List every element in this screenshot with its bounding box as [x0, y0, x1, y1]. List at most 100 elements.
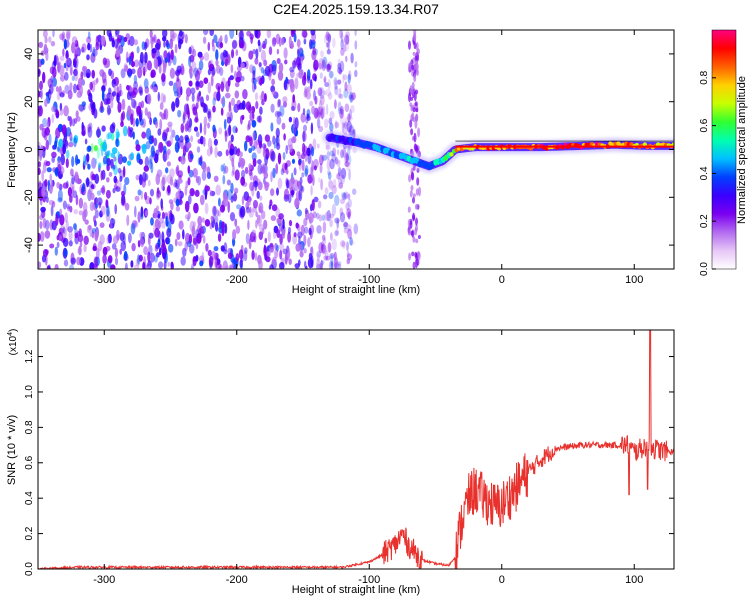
noise-speck	[165, 151, 170, 160]
noise-speck	[122, 156, 127, 164]
noise-speck	[330, 261, 334, 269]
noise-speck	[260, 165, 266, 174]
noise-speck	[78, 210, 84, 216]
noise-speck	[343, 88, 349, 99]
noise-speck	[100, 205, 106, 216]
noise-speck	[329, 253, 335, 259]
noise-speck	[56, 146, 60, 152]
noise-speck	[73, 56, 79, 69]
noise-speck	[336, 149, 340, 156]
noise-speck	[283, 188, 290, 200]
noise-speck	[216, 209, 220, 217]
noise-speck	[271, 78, 275, 86]
noise-speck	[321, 214, 326, 222]
noise-speck	[212, 44, 216, 52]
noise-speck	[318, 58, 324, 70]
noise-speck	[173, 91, 179, 97]
y-tick-label: 0.6	[24, 455, 35, 469]
colorbar-tick-label: 0.2	[699, 214, 710, 228]
noise-speck	[277, 152, 282, 165]
noise-speck	[127, 125, 131, 137]
noise-speck	[302, 130, 307, 142]
noise-speck	[227, 247, 233, 255]
noise-speck	[258, 62, 262, 68]
noise-speck	[75, 110, 79, 119]
noise-speck	[116, 37, 122, 44]
noise-speck	[61, 31, 66, 43]
noise-speck	[293, 32, 297, 43]
noise-speck	[194, 189, 200, 197]
noise-speck	[39, 123, 44, 131]
noise-speck	[67, 89, 73, 100]
noise-speck	[278, 213, 284, 220]
noise-speck	[117, 167, 122, 174]
noise-speck	[163, 50, 168, 60]
noise-speck	[347, 224, 352, 232]
noise-speck	[231, 170, 235, 177]
noise-speck	[289, 79, 295, 89]
noise-speck	[264, 38, 268, 46]
y-tick-label: 0.8	[24, 420, 35, 434]
noise-speck	[99, 210, 103, 218]
noise-speck	[329, 219, 333, 228]
x-tick-label: -200	[226, 574, 248, 586]
noise-speck	[298, 68, 304, 79]
noise-speck	[302, 130, 306, 143]
noise-speck	[109, 123, 116, 134]
noise-speck	[254, 84, 257, 90]
noise-speck	[102, 246, 108, 256]
noise-speck	[149, 117, 153, 126]
noise-speck	[339, 30, 343, 40]
noise-speck	[160, 198, 163, 209]
stripe-speck	[414, 203, 418, 210]
noise-speck	[311, 105, 316, 115]
noise-speck	[167, 121, 173, 127]
noise-speck	[248, 238, 252, 250]
noise-speck	[167, 220, 172, 233]
noise-speck	[341, 241, 346, 249]
noise-speck	[334, 121, 340, 128]
noise-speck	[142, 171, 147, 183]
noise-speck	[117, 179, 122, 192]
noise-speck	[207, 41, 211, 52]
noise-speck	[343, 221, 348, 230]
noise-speck	[346, 208, 352, 218]
noise-speck	[90, 99, 94, 110]
noise-speck	[131, 243, 136, 252]
noise-speck	[261, 210, 266, 220]
noise-speck	[241, 169, 246, 179]
noise-speck	[73, 58, 77, 66]
snr-line	[38, 330, 674, 569]
noise-speck	[223, 165, 229, 174]
noise-speck	[276, 187, 279, 196]
noise-speck	[321, 105, 326, 111]
noise-speck	[322, 90, 327, 96]
noise-speck	[136, 105, 142, 115]
colorbar-tick-label: 0.4	[699, 166, 710, 180]
noise-speck	[345, 153, 349, 162]
noise-speck	[127, 232, 132, 244]
noise-speck	[322, 221, 327, 234]
noise-speck	[136, 46, 140, 54]
noise-speck	[206, 172, 212, 179]
noise-speck	[163, 109, 167, 120]
stripe-speck	[412, 193, 416, 198]
noise-speck	[54, 140, 58, 149]
noise-speck	[178, 39, 182, 50]
noise-speck	[39, 80, 43, 91]
noise-speck	[167, 237, 171, 245]
noise-speck	[334, 85, 339, 96]
noise-speck	[199, 227, 204, 239]
noise-speck	[124, 262, 128, 269]
stripe-speck	[409, 220, 413, 229]
noise-speck	[43, 43, 48, 55]
noise-speck	[328, 179, 333, 189]
noise-speck	[114, 247, 118, 258]
noise-speck	[155, 42, 161, 50]
noise-speck	[344, 155, 348, 164]
noise-speck	[101, 85, 106, 93]
noise-speck	[230, 134, 234, 143]
noise-speck	[68, 230, 73, 241]
noise-speck	[334, 156, 338, 165]
noise-speck	[108, 87, 112, 95]
